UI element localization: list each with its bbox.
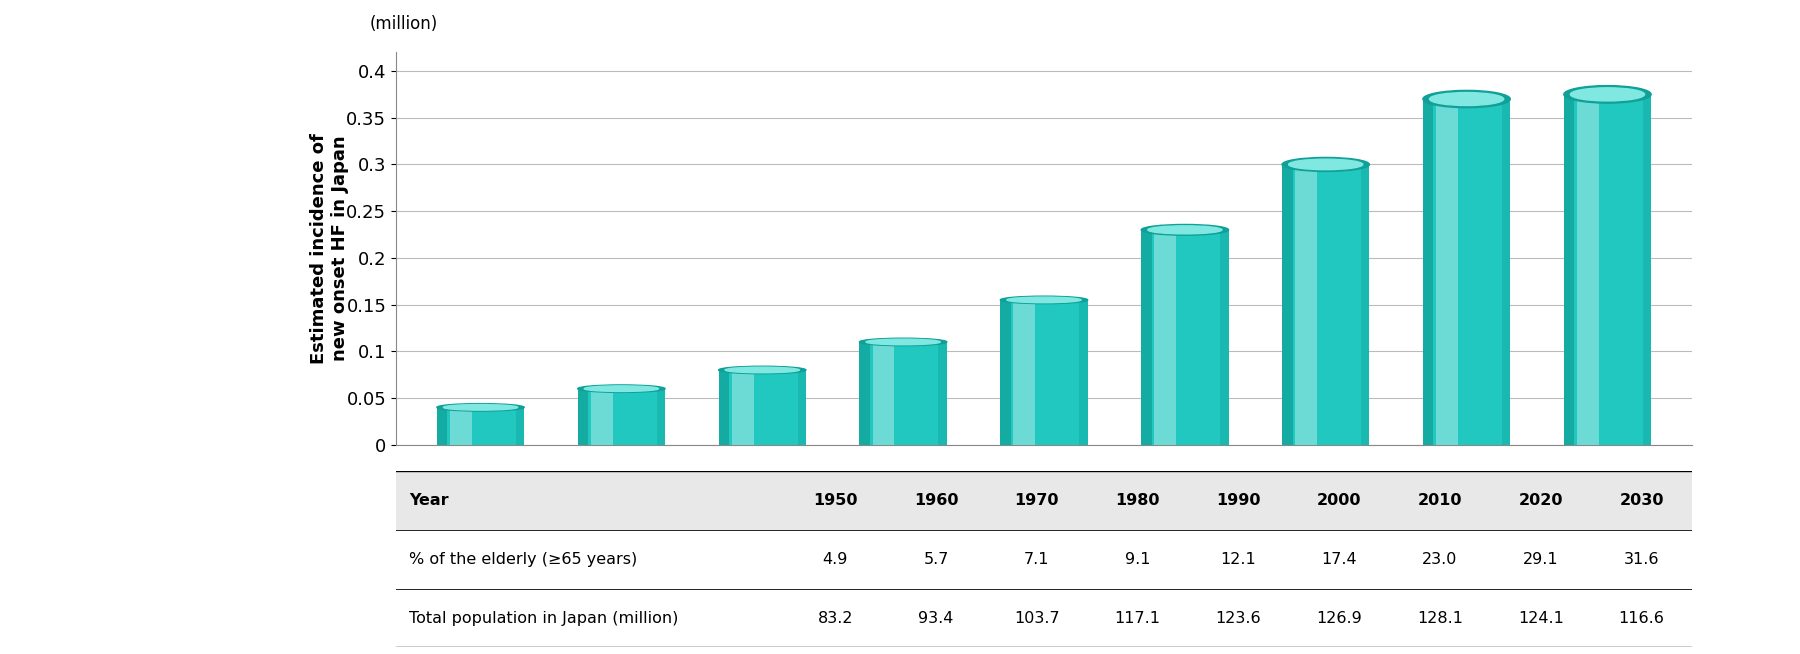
Text: 7.1: 7.1: [1024, 552, 1049, 566]
Bar: [590, 388, 612, 445]
Text: 117.1: 117.1: [1114, 611, 1161, 625]
Text: (million): (million): [371, 14, 439, 33]
Bar: [797, 370, 806, 445]
Bar: [1564, 94, 1651, 445]
Bar: [437, 407, 448, 445]
Ellipse shape: [1289, 159, 1363, 169]
Ellipse shape: [1282, 158, 1370, 171]
Bar: [1282, 164, 1292, 445]
Y-axis label: Estimated incidence of
new onset HF in Japan: Estimated incidence of new onset HF in J…: [310, 133, 349, 364]
Bar: [1436, 99, 1458, 445]
Bar: [1154, 230, 1175, 445]
Text: % of the elderly (≥65 years): % of the elderly (≥65 years): [409, 552, 637, 566]
Text: 1950: 1950: [814, 493, 857, 508]
Bar: [1013, 300, 1035, 445]
Text: 12.1: 12.1: [1220, 552, 1256, 566]
Bar: [578, 388, 664, 445]
Ellipse shape: [1141, 224, 1229, 235]
Text: Year: Year: [409, 493, 448, 508]
Bar: [1501, 99, 1510, 445]
Ellipse shape: [585, 386, 659, 392]
Bar: [1424, 99, 1510, 445]
Ellipse shape: [1006, 297, 1082, 303]
Ellipse shape: [1424, 90, 1510, 108]
Text: 126.9: 126.9: [1316, 611, 1363, 625]
Ellipse shape: [437, 404, 524, 411]
Text: 29.1: 29.1: [1523, 552, 1559, 566]
Bar: [657, 388, 664, 445]
Bar: [718, 370, 806, 445]
Text: 1970: 1970: [1015, 493, 1058, 508]
Bar: [718, 370, 729, 445]
Bar: [1001, 300, 1087, 445]
Text: 31.6: 31.6: [1624, 552, 1660, 566]
Bar: [859, 342, 947, 445]
Bar: [859, 342, 869, 445]
Bar: [1361, 164, 1370, 445]
Text: 4.9: 4.9: [823, 552, 848, 566]
Bar: [578, 388, 589, 445]
Ellipse shape: [443, 405, 518, 410]
Bar: [731, 370, 754, 445]
Text: 83.2: 83.2: [817, 611, 853, 625]
Bar: [450, 407, 472, 445]
Text: 1980: 1980: [1116, 493, 1159, 508]
Ellipse shape: [578, 385, 664, 392]
Bar: [1141, 230, 1152, 445]
Text: 2000: 2000: [1318, 493, 1361, 508]
Bar: [1282, 164, 1370, 445]
Ellipse shape: [859, 338, 947, 346]
Text: 124.1: 124.1: [1517, 611, 1564, 625]
Ellipse shape: [1001, 296, 1087, 303]
Ellipse shape: [725, 367, 799, 373]
Text: 1960: 1960: [914, 493, 958, 508]
Bar: [517, 407, 524, 445]
Text: 1990: 1990: [1217, 493, 1260, 508]
Bar: [938, 342, 947, 445]
Ellipse shape: [1429, 93, 1503, 105]
Bar: [1643, 94, 1651, 445]
Ellipse shape: [718, 366, 806, 373]
Ellipse shape: [1570, 88, 1645, 101]
Bar: [1220, 230, 1229, 445]
Bar: [396, 471, 1692, 530]
Ellipse shape: [1148, 226, 1222, 234]
Text: 2020: 2020: [1519, 493, 1562, 508]
Bar: [1577, 94, 1598, 445]
Text: 17.4: 17.4: [1321, 552, 1357, 566]
Text: 2010: 2010: [1418, 493, 1462, 508]
Text: 2030: 2030: [1620, 493, 1663, 508]
Ellipse shape: [1564, 86, 1651, 103]
Text: 116.6: 116.6: [1618, 611, 1665, 625]
Bar: [1141, 230, 1229, 445]
Ellipse shape: [866, 339, 940, 345]
Bar: [873, 342, 895, 445]
Bar: [1080, 300, 1087, 445]
Bar: [1424, 99, 1433, 445]
Text: 9.1: 9.1: [1125, 552, 1150, 566]
Text: 128.1: 128.1: [1417, 611, 1463, 625]
Text: 103.7: 103.7: [1013, 611, 1060, 625]
Text: Total population in Japan (million): Total population in Japan (million): [409, 611, 679, 625]
Text: 23.0: 23.0: [1422, 552, 1458, 566]
Text: 123.6: 123.6: [1215, 611, 1262, 625]
Bar: [437, 407, 524, 445]
Bar: [1001, 300, 1012, 445]
Bar: [1564, 94, 1575, 445]
Bar: [1296, 164, 1318, 445]
Text: 5.7: 5.7: [923, 552, 949, 566]
Text: 93.4: 93.4: [918, 611, 954, 625]
